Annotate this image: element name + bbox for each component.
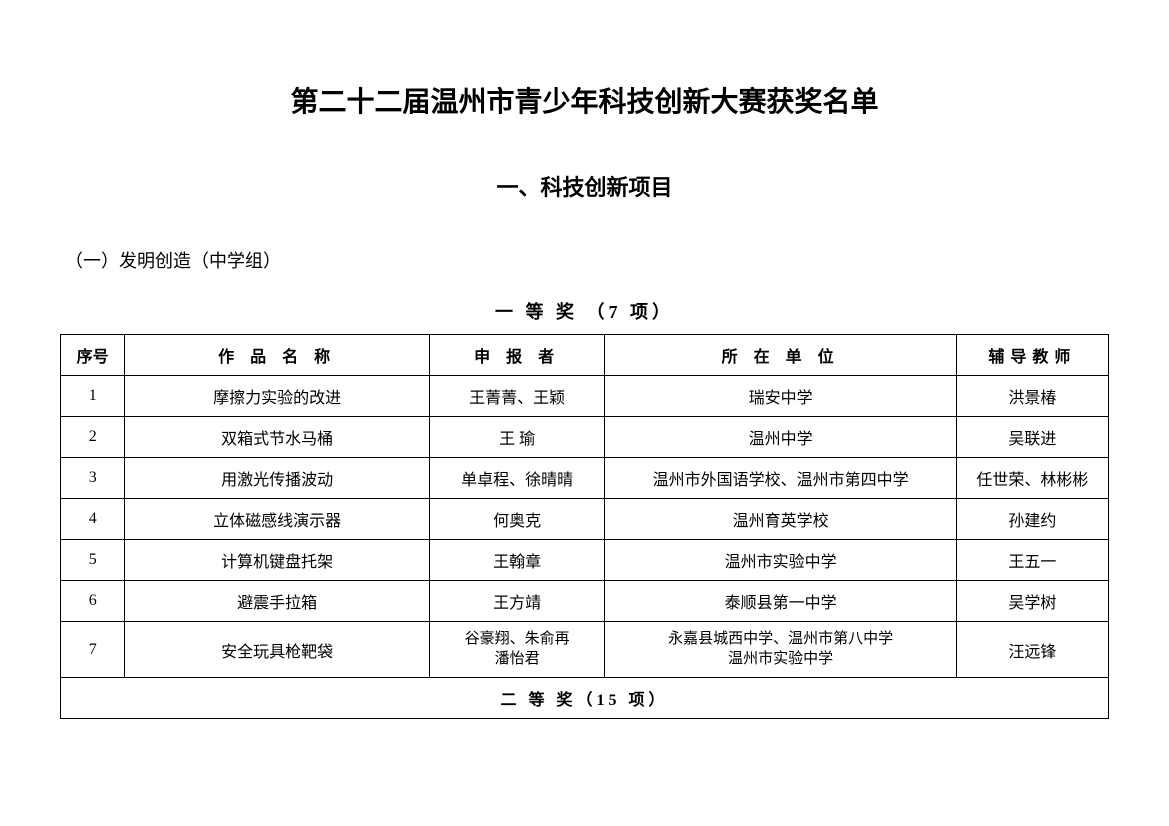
table-row: 7 安全玩具枪靶袋 谷豪翔、朱俞再 潘怡君 永嘉县城西中学、温州市第八中学 温州… [61,622,1109,678]
cell-unit: 永嘉县城西中学、温州市第八中学 温州市实验中学 [605,622,956,678]
cell-name: 双箱式节水马桶 [125,417,429,458]
second-award-title: 二 等 奖（15 项） [61,678,1109,719]
cell-teacher: 任世荣、林彬彬 [956,458,1108,499]
unit-line1: 永嘉县城西中学、温州市第八中学 [609,630,951,650]
cell-seq: 6 [61,581,125,622]
cell-applicant: 王方靖 [429,581,605,622]
cell-seq: 4 [61,499,125,540]
cell-seq: 5 [61,540,125,581]
sub-section-label: （一）发明创造（中学组） [60,247,1109,273]
cell-applicant: 王 瑜 [429,417,605,458]
cell-applicant: 王翰章 [429,540,605,581]
cell-applicant: 王菁菁、王颖 [429,376,605,417]
main-title: 第二十二届温州市青少年科技创新大赛获奖名单 [60,80,1109,120]
cell-applicant: 何奥克 [429,499,605,540]
table-row: 2 双箱式节水马桶 王 瑜 温州中学 吴联进 [61,417,1109,458]
cell-name: 避震手拉箱 [125,581,429,622]
cell-seq: 3 [61,458,125,499]
cell-unit: 温州市实验中学 [605,540,956,581]
applicant-line1: 谷豪翔、朱俞再 [434,630,601,650]
table-row: 5 计算机键盘托架 王翰章 温州市实验中学 王五一 [61,540,1109,581]
header-seq: 序号 [61,335,125,376]
cell-seq: 2 [61,417,125,458]
cell-seq: 7 [61,622,125,678]
cell-teacher: 吴学树 [956,581,1108,622]
cell-teacher: 吴联进 [956,417,1108,458]
unit-line2: 温州市实验中学 [609,650,951,670]
cell-name: 立体磁感线演示器 [125,499,429,540]
second-award-row: 二 等 奖（15 项） [61,678,1109,719]
section-title: 一、科技创新项目 [60,170,1109,202]
cell-unit: 瑞安中学 [605,376,956,417]
cell-name: 用激光传播波动 [125,458,429,499]
cell-seq: 1 [61,376,125,417]
cell-unit: 温州市外国语学校、温州市第四中学 [605,458,956,499]
cell-unit: 温州中学 [605,417,956,458]
first-award-title: 一 等 奖 （7 项） [60,298,1109,324]
table-row: 6 避震手拉箱 王方靖 泰顺县第一中学 吴学树 [61,581,1109,622]
cell-unit: 温州育英学校 [605,499,956,540]
awards-table: 序号 作 品 名 称 申 报 者 所 在 单 位 辅导教师 1 摩擦力实验的改进… [60,334,1109,719]
cell-name: 摩擦力实验的改进 [125,376,429,417]
cell-name: 计算机键盘托架 [125,540,429,581]
header-unit: 所 在 单 位 [605,335,956,376]
table-row: 1 摩擦力实验的改进 王菁菁、王颖 瑞安中学 洪景椿 [61,376,1109,417]
cell-unit: 泰顺县第一中学 [605,581,956,622]
cell-name: 安全玩具枪靶袋 [125,622,429,678]
header-teacher: 辅导教师 [956,335,1108,376]
header-applicant: 申 报 者 [429,335,605,376]
cell-teacher: 洪景椿 [956,376,1108,417]
cell-applicant: 单卓程、徐晴晴 [429,458,605,499]
header-name: 作 品 名 称 [125,335,429,376]
cell-applicant: 谷豪翔、朱俞再 潘怡君 [429,622,605,678]
table-row: 4 立体磁感线演示器 何奥克 温州育英学校 孙建约 [61,499,1109,540]
cell-teacher: 孙建约 [956,499,1108,540]
applicant-line2: 潘怡君 [434,650,601,670]
cell-teacher: 王五一 [956,540,1108,581]
cell-teacher: 汪远锋 [956,622,1108,678]
table-row: 3 用激光传播波动 单卓程、徐晴晴 温州市外国语学校、温州市第四中学 任世荣、林… [61,458,1109,499]
table-header-row: 序号 作 品 名 称 申 报 者 所 在 单 位 辅导教师 [61,335,1109,376]
